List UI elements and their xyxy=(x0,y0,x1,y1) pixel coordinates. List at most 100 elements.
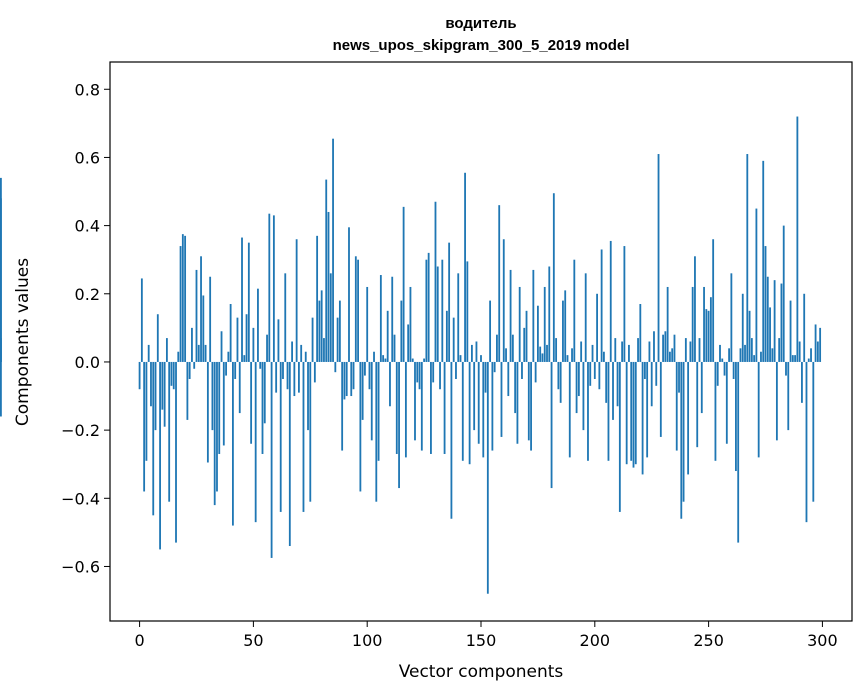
bar-component-33 xyxy=(213,361,216,506)
bar-component-44 xyxy=(238,361,241,414)
bar-component-249 xyxy=(705,309,708,362)
bar-component-7 xyxy=(154,361,157,431)
bar-component-285 xyxy=(787,361,790,431)
bar-component-120 xyxy=(411,358,414,362)
bar-component-34 xyxy=(216,361,218,492)
bar-component-275 xyxy=(764,246,767,362)
bar-component-20 xyxy=(184,235,187,362)
bar-component-225 xyxy=(650,361,653,407)
bar-component-204 xyxy=(603,351,605,362)
bar-component-11 xyxy=(163,361,166,427)
bar-component-31 xyxy=(209,276,212,362)
bar-component-78 xyxy=(316,235,319,362)
bar-component-186 xyxy=(562,300,564,362)
bar-component-175 xyxy=(536,305,539,362)
bar-component-280 xyxy=(775,361,778,441)
bar-component-80 xyxy=(320,290,323,362)
bar-component-173 xyxy=(532,269,535,362)
bar-component-77 xyxy=(313,361,316,383)
bar-component-39 xyxy=(227,351,230,362)
bar-component-141 xyxy=(459,355,462,362)
bar-component-50 xyxy=(252,327,255,362)
bar-component-85 xyxy=(332,138,334,362)
bar-component-47 xyxy=(245,314,248,362)
bar-component-14 xyxy=(170,361,173,386)
bar-component-202 xyxy=(598,361,601,390)
bar-component-57 xyxy=(268,213,271,362)
bar-component-242 xyxy=(689,341,692,362)
bar-component-286 xyxy=(789,300,792,362)
bar-component-205 xyxy=(605,361,608,403)
bar-component-138 xyxy=(452,317,455,362)
bar-component-97 xyxy=(359,361,362,492)
bar-component-253 xyxy=(714,361,717,461)
bar-component-116 xyxy=(402,206,405,362)
bar-component-226 xyxy=(653,331,655,362)
y-tick-label: −0.2 xyxy=(61,421,100,440)
bar-component-36 xyxy=(220,331,223,362)
bar-component-236 xyxy=(675,361,678,451)
bar-component-101 xyxy=(368,361,371,390)
bar-component-278 xyxy=(771,348,774,362)
bar-component-255 xyxy=(719,344,721,362)
bar-component-233 xyxy=(669,351,671,362)
bar-component-126 xyxy=(425,259,428,362)
x-tick-label: 100 xyxy=(352,631,383,650)
bar-component-26 xyxy=(197,344,200,362)
y-tick-label: 0.6 xyxy=(75,148,100,167)
y-tick-label: 0.0 xyxy=(75,353,100,372)
bar-component-95 xyxy=(354,256,357,362)
bar-component-299 xyxy=(819,327,822,362)
bar-component-62 xyxy=(279,361,282,512)
x-tick-label: 300 xyxy=(807,631,838,650)
bar-component-0 xyxy=(138,361,141,390)
bar-component-37 xyxy=(222,361,225,446)
bar-component-117 xyxy=(404,361,407,458)
x-tick-label: 250 xyxy=(693,631,724,650)
bar-component-undefined xyxy=(0,361,2,417)
bar-component-136 xyxy=(448,242,451,362)
bar-component-131 xyxy=(436,266,439,362)
bar-component-264 xyxy=(739,348,742,362)
bar-component-194 xyxy=(580,341,583,362)
bar-component-38 xyxy=(225,361,227,376)
bar-component-133 xyxy=(441,259,444,362)
bar-component-198 xyxy=(589,361,592,386)
bar-component-224 xyxy=(648,341,651,362)
bar-component-41 xyxy=(232,361,234,526)
bar-component-69 xyxy=(295,239,298,362)
bar-component-82 xyxy=(325,179,328,362)
bar-component-32 xyxy=(211,361,214,431)
bar-component-187 xyxy=(564,290,567,362)
y-tick-label: −0.6 xyxy=(61,557,100,576)
bar-component-122 xyxy=(416,361,419,383)
bar-component-219 xyxy=(637,338,639,362)
bar-component-174 xyxy=(534,361,537,383)
bar-component-21 xyxy=(186,361,189,420)
bar-component-2 xyxy=(143,361,146,492)
bar-component-144 xyxy=(466,261,469,362)
bar-component-207 xyxy=(609,240,612,362)
bar-component-272 xyxy=(757,361,760,458)
bar-component-6 xyxy=(152,361,155,516)
bar-component-155 xyxy=(491,361,494,451)
x-axis: 0 50 100 150 200 250 300 xyxy=(134,621,838,650)
bar-component-113 xyxy=(395,361,398,454)
bar-component-217 xyxy=(632,361,635,468)
bar-component-250 xyxy=(707,310,710,362)
bar-component-177 xyxy=(541,353,544,362)
bar-component-231 xyxy=(664,331,667,362)
bar-component-61 xyxy=(277,319,280,362)
bar-component-254 xyxy=(716,361,719,386)
bar-component-223 xyxy=(646,361,649,458)
bar-component-195 xyxy=(582,361,585,431)
bar-component-84 xyxy=(329,273,332,362)
bar-component-103 xyxy=(373,351,375,362)
bar-component-234 xyxy=(671,348,674,362)
bar-component-297 xyxy=(814,324,817,362)
bar-component-93 xyxy=(350,361,353,397)
bar-component-171 xyxy=(527,361,530,441)
bar-component-43 xyxy=(236,317,239,362)
bar-component-167 xyxy=(518,286,521,362)
bar-component-27 xyxy=(200,256,202,362)
